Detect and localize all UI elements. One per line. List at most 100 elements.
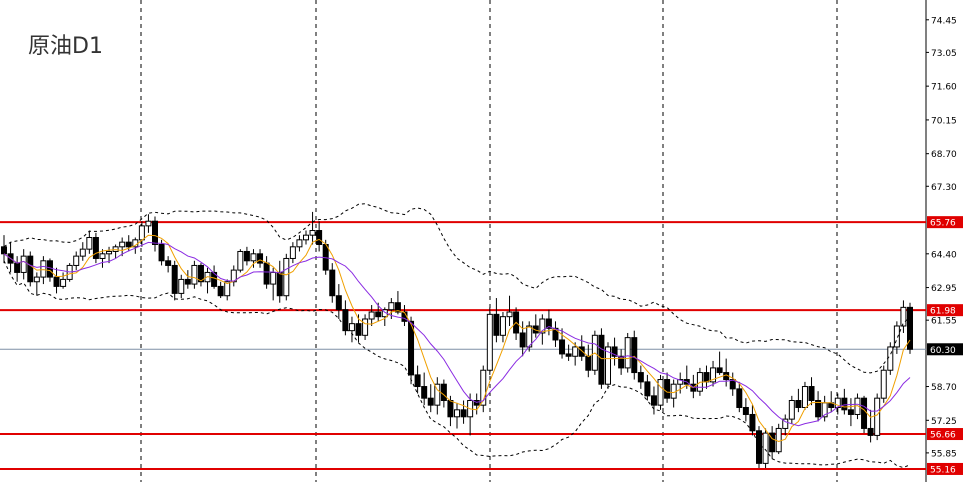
- bull-candle: [526, 325, 533, 348]
- bear-candle: [414, 374, 421, 388]
- bull-candle: [499, 316, 506, 336]
- bear-candle: [92, 237, 99, 259]
- bear-candle: [421, 386, 428, 399]
- bear-candle: [257, 253, 264, 264]
- bull-candle: [283, 257, 290, 297]
- bear-candle: [847, 409, 854, 415]
- bear-candle: [637, 372, 644, 383]
- bear-candle: [184, 278, 191, 285]
- bear-candle: [867, 427, 874, 436]
- bear-candle: [559, 339, 566, 355]
- bollinger-lower-band: [3, 260, 911, 469]
- price-tick-label: 70.15: [931, 116, 957, 126]
- bull-candle: [106, 250, 113, 255]
- price-tick-label: 67.30: [931, 183, 957, 193]
- bull-candle: [368, 311, 375, 320]
- bull-candle: [434, 383, 441, 406]
- bear-candle: [125, 241, 132, 248]
- bull-candle: [605, 346, 611, 385]
- price-tick-label: 64.40: [931, 250, 957, 260]
- price-label-text: 60.30: [930, 346, 956, 356]
- bollinger-upper-band: [3, 203, 911, 374]
- bull-candle: [40, 260, 47, 278]
- price-tick-label: 62.95: [931, 284, 957, 294]
- bull-candle: [33, 276, 40, 283]
- bull-candle: [657, 379, 664, 406]
- bear-candle: [756, 430, 762, 464]
- bull-candle: [309, 230, 316, 236]
- price-tick-label: 57.25: [931, 417, 957, 427]
- bull-candle: [99, 253, 106, 259]
- price-label-box: [927, 216, 963, 229]
- bear-candle: [165, 260, 172, 266]
- symbol-title: 原油D1: [28, 34, 103, 59]
- price-tick-label: 61.55: [931, 317, 957, 327]
- price-tick-label: 71.60: [931, 83, 957, 93]
- bear-candle: [703, 372, 710, 383]
- bear-candle: [316, 230, 323, 245]
- bull-candle: [710, 367, 717, 383]
- bear-candle: [217, 285, 224, 297]
- bull-candle: [237, 250, 244, 271]
- price-label-text: 65.76: [930, 219, 956, 229]
- bear-candle: [578, 346, 585, 357]
- bull-candle: [775, 427, 782, 453]
- bear-candle: [749, 413, 756, 432]
- bear-candle: [152, 220, 158, 245]
- bear-candle: [644, 381, 651, 397]
- bear-candle: [342, 309, 349, 332]
- bear-candle: [729, 379, 736, 390]
- price-label-text: 61.98: [930, 307, 956, 317]
- bear-candle: [263, 262, 270, 285]
- bull-candle: [486, 313, 493, 371]
- bear-candle: [716, 367, 723, 374]
- bull-candle: [250, 253, 257, 262]
- bull-candle: [86, 237, 93, 250]
- bear-candle: [861, 397, 868, 429]
- bull-candle: [303, 234, 309, 241]
- bear-candle: [565, 353, 572, 357]
- bull-candle: [362, 318, 369, 336]
- bear-candle: [355, 323, 362, 336]
- bear-candle: [795, 400, 802, 408]
- bull-candle: [762, 432, 769, 464]
- bull-candle: [270, 271, 277, 285]
- bear-candle: [197, 264, 204, 283]
- price-label-text: 56.66: [930, 431, 956, 441]
- ma-slow-line: [3, 241, 911, 427]
- bear-candle: [631, 337, 638, 374]
- price-tick-label: 55.85: [931, 449, 957, 459]
- bear-candle: [815, 400, 822, 418]
- bull-candle: [900, 306, 907, 327]
- bull-candle: [887, 346, 894, 371]
- price-label-text: 55.16: [930, 465, 956, 475]
- bull-candle: [834, 397, 841, 408]
- bull-candle: [79, 248, 86, 257]
- bear-candle: [447, 400, 454, 418]
- bear-candle: [276, 271, 283, 297]
- bull-candle: [138, 225, 145, 241]
- bull-candle: [788, 400, 795, 420]
- bear-candle: [493, 313, 500, 336]
- bear-candle: [598, 334, 605, 385]
- bear-candle: [408, 320, 415, 376]
- bull-candle: [348, 323, 355, 332]
- price-tick-label: 73.05: [931, 49, 957, 59]
- bear-candle: [243, 250, 250, 262]
- bull-candle: [289, 246, 296, 259]
- bull-candle: [801, 386, 808, 408]
- bull-candle: [480, 369, 487, 406]
- bear-candle: [808, 386, 815, 402]
- bear-candle: [46, 260, 53, 278]
- bear-candle: [650, 395, 657, 406]
- bull-candle: [893, 325, 900, 348]
- price-tick-label: 68.70: [931, 150, 957, 160]
- bull-candle: [296, 239, 303, 248]
- bull-candle: [506, 311, 513, 318]
- ma-fast-line: [3, 234, 911, 443]
- bear-candle: [545, 318, 552, 329]
- bull-candle: [178, 278, 185, 294]
- bear-candle: [664, 379, 671, 399]
- bear-candle: [769, 432, 776, 453]
- bear-candle: [158, 243, 165, 262]
